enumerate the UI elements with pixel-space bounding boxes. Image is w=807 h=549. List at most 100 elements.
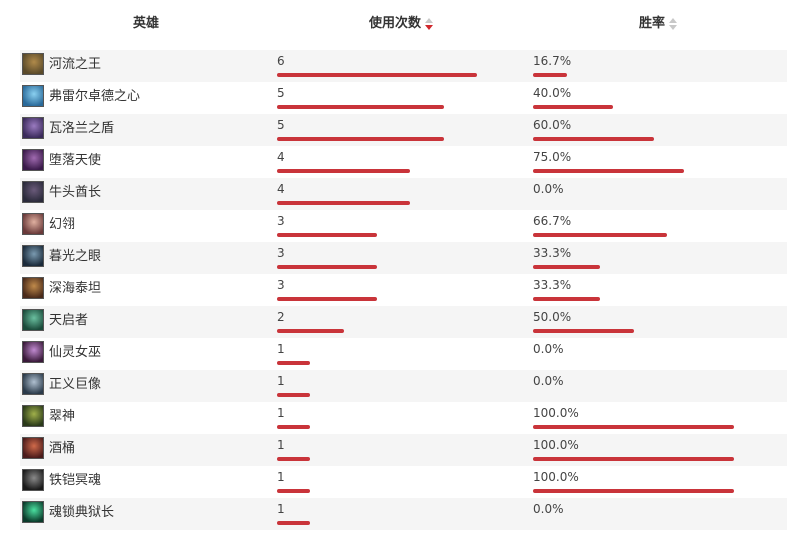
winrate-value: 100.0% bbox=[533, 406, 579, 420]
hero-portrait-icon[interactable] bbox=[22, 149, 44, 171]
hero-portrait-icon[interactable] bbox=[22, 437, 44, 459]
winrate-value: 0.0% bbox=[533, 374, 564, 388]
table-row[interactable]: 翠神 1 100.0% bbox=[20, 402, 787, 434]
table-row[interactable]: 酒桶 1 100.0% bbox=[20, 434, 787, 466]
winrate-bar bbox=[533, 457, 734, 461]
winrate-bar bbox=[533, 137, 654, 141]
winrate-bar bbox=[533, 233, 667, 237]
sort-desc-icon[interactable] bbox=[425, 17, 434, 31]
table-row[interactable]: 魂锁典狱长 1 0.0% bbox=[20, 498, 787, 530]
winrate-value: 50.0% bbox=[533, 310, 572, 324]
winrate-column-header[interactable]: 胜率 bbox=[639, 14, 678, 34]
table-row[interactable]: 天启者 2 50.0% bbox=[20, 306, 787, 338]
uses-bar bbox=[277, 201, 410, 205]
table-row[interactable]: 暮光之眼 3 33.3% bbox=[20, 242, 787, 274]
winrate-bar bbox=[533, 425, 734, 429]
winrate-value: 0.0% bbox=[533, 502, 564, 516]
uses-bar bbox=[277, 361, 310, 365]
winrate-bar bbox=[533, 329, 634, 333]
hero-name[interactable]: 深海泰坦 bbox=[49, 281, 102, 296]
uses-bar bbox=[277, 73, 477, 77]
table-row[interactable]: 幻翎 3 66.7% bbox=[20, 210, 787, 242]
winrate-value: 75.0% bbox=[533, 150, 572, 164]
uses-count: 2 bbox=[277, 310, 285, 324]
hero-name[interactable]: 魂锁典狱长 bbox=[49, 505, 115, 520]
hero-portrait-icon[interactable] bbox=[22, 85, 44, 107]
uses-bar bbox=[277, 105, 444, 109]
uses-count: 3 bbox=[277, 214, 285, 228]
sort-icon[interactable] bbox=[669, 17, 678, 31]
winrate-value: 60.0% bbox=[533, 118, 572, 132]
uses-bar bbox=[277, 489, 310, 493]
hero-name[interactable]: 天启者 bbox=[49, 313, 89, 328]
uses-bar bbox=[277, 457, 310, 461]
winrate-value: 33.3% bbox=[533, 246, 572, 260]
uses-count: 1 bbox=[277, 342, 285, 356]
winrate-value: 40.0% bbox=[533, 86, 572, 100]
hero-name[interactable]: 仙灵女巫 bbox=[49, 345, 102, 360]
table-row[interactable]: 仙灵女巫 1 0.0% bbox=[20, 338, 787, 370]
hero-portrait-icon[interactable] bbox=[22, 117, 44, 139]
hero-portrait-icon[interactable] bbox=[22, 181, 44, 203]
uses-bar bbox=[277, 137, 444, 141]
uses-count: 5 bbox=[277, 86, 285, 100]
hero-portrait-icon[interactable] bbox=[22, 501, 44, 523]
hero-name[interactable]: 翠神 bbox=[49, 409, 76, 424]
uses-column-label: 使用次数 bbox=[369, 16, 422, 31]
uses-count: 1 bbox=[277, 470, 285, 484]
winrate-value: 100.0% bbox=[533, 438, 579, 452]
uses-count: 1 bbox=[277, 502, 285, 516]
hero-portrait-icon[interactable] bbox=[22, 469, 44, 491]
hero-portrait-icon[interactable] bbox=[22, 277, 44, 299]
table-row[interactable]: 正义巨像 1 0.0% bbox=[20, 370, 787, 402]
hero-name[interactable]: 铁铠冥魂 bbox=[49, 473, 102, 488]
hero-portrait-icon[interactable] bbox=[22, 213, 44, 235]
winrate-bar bbox=[533, 297, 600, 301]
uses-bar bbox=[277, 521, 310, 525]
winrate-bar bbox=[533, 73, 567, 77]
uses-bar bbox=[277, 393, 310, 397]
hero-name[interactable]: 暮光之眼 bbox=[49, 249, 102, 264]
winrate-column-label: 胜率 bbox=[639, 16, 666, 31]
winrate-value: 66.7% bbox=[533, 214, 572, 228]
table-header: 英雄 使用次数 胜率 bbox=[0, 0, 807, 48]
hero-name[interactable]: 弗雷尔卓德之心 bbox=[49, 89, 141, 104]
hero-portrait-icon[interactable] bbox=[22, 341, 44, 363]
winrate-bar bbox=[533, 105, 613, 109]
hero-portrait-icon[interactable] bbox=[22, 405, 44, 427]
table-row[interactable]: 瓦洛兰之盾 5 60.0% bbox=[20, 114, 787, 146]
uses-bar bbox=[277, 329, 344, 333]
uses-bar bbox=[277, 233, 377, 237]
hero-portrait-icon[interactable] bbox=[22, 245, 44, 267]
winrate-bar bbox=[533, 169, 684, 173]
uses-bar bbox=[277, 169, 410, 173]
winrate-value: 16.7% bbox=[533, 54, 572, 68]
hero-portrait-icon[interactable] bbox=[22, 373, 44, 395]
hero-name[interactable]: 堕落天使 bbox=[49, 153, 102, 168]
hero-name[interactable]: 河流之王 bbox=[49, 57, 102, 72]
uses-count: 4 bbox=[277, 182, 285, 196]
hero-portrait-icon[interactable] bbox=[22, 309, 44, 331]
hero-portrait-icon[interactable] bbox=[22, 53, 44, 75]
uses-count: 3 bbox=[277, 278, 285, 292]
winrate-value: 100.0% bbox=[533, 470, 579, 484]
hero-name[interactable]: 酒桶 bbox=[49, 441, 76, 456]
uses-column-header[interactable]: 使用次数 bbox=[369, 14, 434, 34]
hero-name[interactable]: 正义巨像 bbox=[49, 377, 102, 392]
uses-count: 1 bbox=[277, 406, 285, 420]
hero-column-header: 英雄 bbox=[133, 16, 160, 31]
table-row[interactable]: 铁铠冥魂 1 100.0% bbox=[20, 466, 787, 498]
table-body: 河流之王 6 16.7% 弗雷尔卓德之心 5 40.0% 瓦洛兰之盾 5 60.0% 堕落天使 4 7… bbox=[20, 50, 787, 530]
uses-count: 1 bbox=[277, 374, 285, 388]
hero-name[interactable]: 瓦洛兰之盾 bbox=[49, 121, 115, 136]
table-row[interactable]: 深海泰坦 3 33.3% bbox=[20, 274, 787, 306]
hero-name[interactable]: 幻翎 bbox=[49, 217, 76, 232]
table-row[interactable]: 堕落天使 4 75.0% bbox=[20, 146, 787, 178]
table-row[interactable]: 牛头酋长 4 0.0% bbox=[20, 178, 787, 210]
table-row[interactable]: 河流之王 6 16.7% bbox=[20, 50, 787, 82]
uses-bar bbox=[277, 265, 377, 269]
hero-name[interactable]: 牛头酋长 bbox=[49, 185, 102, 200]
table-row[interactable]: 弗雷尔卓德之心 5 40.0% bbox=[20, 82, 787, 114]
uses-bar bbox=[277, 297, 377, 301]
